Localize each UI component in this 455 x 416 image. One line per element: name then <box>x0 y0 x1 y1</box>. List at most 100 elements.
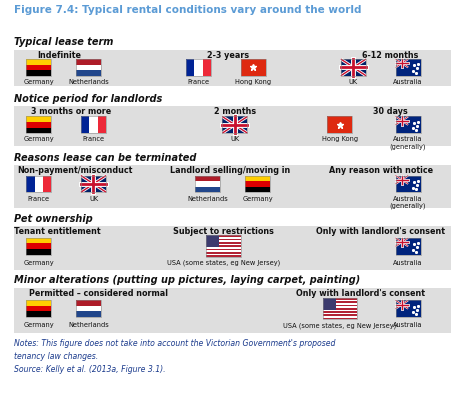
Text: 30 days: 30 days <box>372 107 406 116</box>
Bar <box>322 314 356 316</box>
Bar <box>322 303 356 305</box>
Text: Netherlands: Netherlands <box>68 322 109 328</box>
Bar <box>322 316 356 318</box>
Text: Figure 7.4: Typical rental conditions vary around the world: Figure 7.4: Typical rental conditions va… <box>14 5 360 15</box>
Bar <box>26 176 51 192</box>
Bar <box>14 165 450 208</box>
Bar <box>81 176 106 192</box>
Bar <box>222 116 247 133</box>
Text: Minor alterations (putting up pictures, laying carpet, painting): Minor alterations (putting up pictures, … <box>14 275 359 285</box>
Bar <box>206 235 240 237</box>
Text: Australia: Australia <box>393 260 422 266</box>
Text: 2 months: 2 months <box>213 107 255 116</box>
Text: Netherlands: Netherlands <box>187 196 228 201</box>
Text: Any reason with notice: Any reason with notice <box>328 166 432 175</box>
Bar <box>26 116 51 122</box>
Bar <box>395 116 420 133</box>
Bar <box>81 116 89 133</box>
Bar <box>206 255 240 257</box>
Bar <box>14 106 450 146</box>
Bar <box>395 300 420 317</box>
Bar <box>26 122 51 128</box>
Bar <box>26 249 51 255</box>
Bar <box>14 226 450 270</box>
Bar <box>194 59 202 76</box>
Bar <box>245 187 270 192</box>
Bar <box>76 312 101 317</box>
Bar <box>340 59 365 76</box>
Text: Germany: Germany <box>242 196 273 201</box>
Bar <box>206 235 219 247</box>
Bar <box>327 116 352 133</box>
Bar <box>195 181 219 187</box>
Bar <box>240 59 265 76</box>
Bar <box>89 116 97 133</box>
Text: Netherlands: Netherlands <box>68 79 109 85</box>
Text: Pet ownership: Pet ownership <box>14 214 92 224</box>
Bar <box>43 176 51 192</box>
Bar <box>206 245 240 247</box>
Text: 2-3 years: 2-3 years <box>207 51 248 60</box>
Bar <box>322 301 356 303</box>
Text: Only with landlord's consent: Only with landlord's consent <box>316 227 444 236</box>
Text: Germany: Germany <box>23 322 54 328</box>
Text: Australia
(generally): Australia (generally) <box>389 196 425 209</box>
Bar <box>322 298 356 319</box>
Bar <box>76 306 101 312</box>
Bar <box>322 308 356 310</box>
Bar <box>26 300 51 317</box>
Text: Australia: Australia <box>393 79 422 85</box>
Bar <box>76 59 101 76</box>
Bar <box>395 238 420 255</box>
Bar <box>395 238 420 255</box>
Bar <box>322 298 356 300</box>
Bar <box>322 298 335 310</box>
Bar <box>206 239 240 240</box>
Text: France: France <box>187 79 209 85</box>
Bar <box>395 59 420 76</box>
Bar <box>395 59 420 76</box>
Text: Non-payment/misconduct: Non-payment/misconduct <box>17 166 133 175</box>
Text: UK: UK <box>348 79 357 85</box>
Bar <box>322 310 356 311</box>
Bar <box>26 312 51 317</box>
Bar <box>26 243 51 249</box>
Text: Subject to restrictions: Subject to restrictions <box>172 227 273 236</box>
Text: France: France <box>28 196 50 201</box>
Bar <box>206 249 240 250</box>
Bar <box>202 59 210 76</box>
Bar <box>245 176 270 181</box>
Bar <box>195 176 219 192</box>
Text: USA (some states, eg New Jersey): USA (some states, eg New Jersey) <box>167 260 279 267</box>
Text: Notice period for landlords: Notice period for landlords <box>14 94 162 104</box>
Text: tenancy law changes.: tenancy law changes. <box>14 352 98 361</box>
Text: Indefinite: Indefinite <box>37 51 81 60</box>
Text: 3 months or more: 3 months or more <box>30 107 111 116</box>
Bar <box>35 176 43 192</box>
Text: Permitted – considered normal: Permitted – considered normal <box>29 289 167 298</box>
Bar <box>81 116 106 133</box>
Bar <box>206 244 240 245</box>
Bar <box>26 306 51 312</box>
Bar <box>322 306 356 308</box>
Bar <box>240 59 265 76</box>
Bar <box>26 238 51 243</box>
Bar <box>206 250 240 252</box>
Text: Australia: Australia <box>393 322 422 328</box>
Bar <box>195 187 219 192</box>
Bar <box>76 70 101 76</box>
Text: Germany: Germany <box>23 136 54 142</box>
Bar <box>206 235 240 257</box>
Bar <box>26 59 51 76</box>
Text: Tenant entitlement: Tenant entitlement <box>14 227 100 236</box>
Bar <box>195 176 219 181</box>
Bar <box>76 59 101 64</box>
Bar <box>322 318 356 319</box>
Bar <box>322 313 356 314</box>
Bar <box>206 237 240 239</box>
Text: UK: UK <box>230 136 239 142</box>
Text: 6-12 months: 6-12 months <box>361 51 417 60</box>
Bar <box>26 176 35 192</box>
Bar <box>14 288 450 333</box>
Text: Australia
(generally): Australia (generally) <box>389 136 425 150</box>
